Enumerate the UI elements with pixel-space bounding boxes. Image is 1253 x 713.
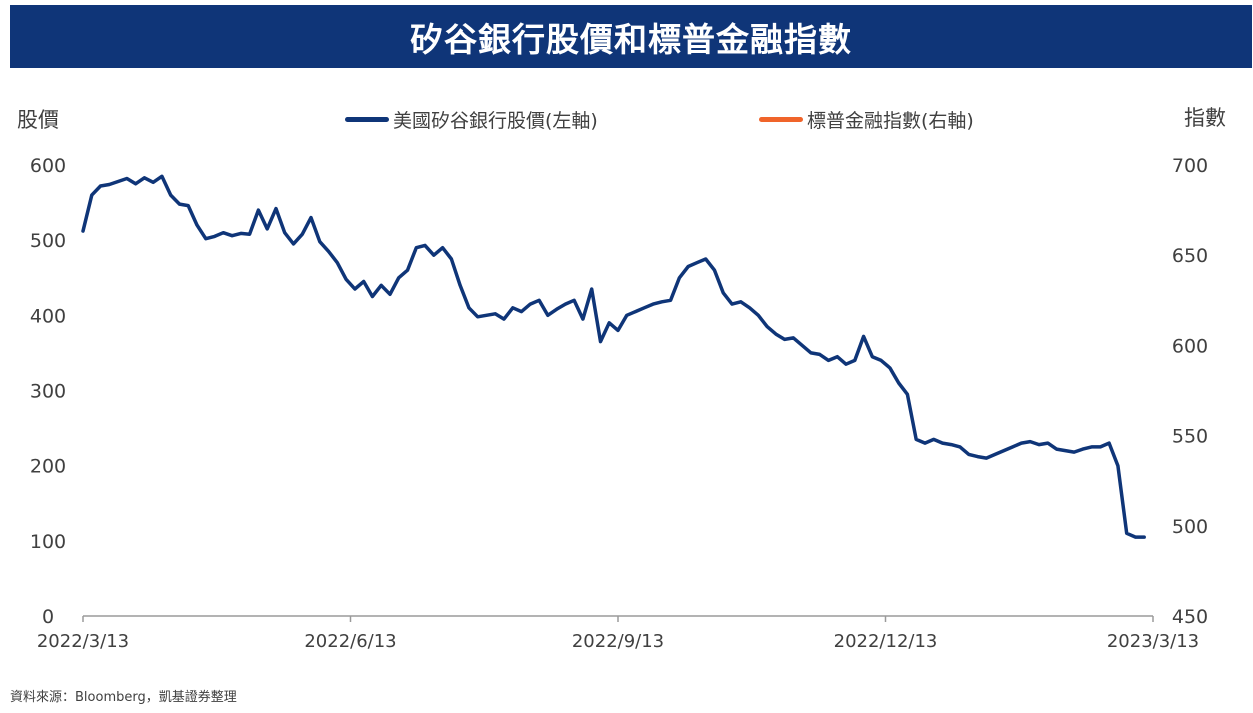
x-tick-label: 2022/9/13 xyxy=(572,631,664,652)
right-axis-title: 指數 xyxy=(1184,106,1226,130)
right-tick-label: 600 xyxy=(1172,335,1208,357)
right-tick-label: 450 xyxy=(1172,606,1208,628)
legend-label-left: 美國矽谷銀行股價(左軸) xyxy=(393,110,598,132)
right-tick-label: 650 xyxy=(1172,245,1208,267)
legend-swatch-right xyxy=(759,117,803,122)
title-bar: 矽谷銀行股價和標普金融指數 xyxy=(10,5,1252,68)
legend-label-right: 標普金融指數(右軸) xyxy=(807,110,974,132)
legend-swatch-left xyxy=(345,117,389,122)
right-tick-label: 700 xyxy=(1172,155,1208,177)
left-tick-label: 100 xyxy=(30,531,66,553)
chart-title: 矽谷銀行股價和標普金融指數 xyxy=(410,19,852,59)
legend-item-right: 標普金融指數(右軸) xyxy=(759,106,974,133)
left-axis-title: 股價 xyxy=(17,108,59,132)
left-tick-label: 0 xyxy=(42,606,54,628)
left-tick-label: 400 xyxy=(30,305,66,327)
x-tick-label: 2022/6/13 xyxy=(304,631,396,652)
left-tick-label: 600 xyxy=(30,155,66,177)
legend-item-left: 美國矽谷銀行股價(左軸) xyxy=(345,106,598,133)
left-tick-label: 500 xyxy=(30,230,66,252)
series-line-svb-price xyxy=(81,174,1146,539)
right-tick-label: 550 xyxy=(1172,426,1208,448)
right-tick-label: 500 xyxy=(1172,516,1208,538)
x-tick-label: 2022/12/13 xyxy=(834,631,938,652)
x-tick-label: 2022/3/13 xyxy=(37,631,129,652)
x-tick-label: 2023/3/13 xyxy=(1107,631,1199,652)
left-tick-label: 300 xyxy=(30,381,66,403)
left-tick-label: 200 xyxy=(30,456,66,478)
source-note: 資料來源：Bloomberg，凱基證券整理 xyxy=(10,690,237,705)
